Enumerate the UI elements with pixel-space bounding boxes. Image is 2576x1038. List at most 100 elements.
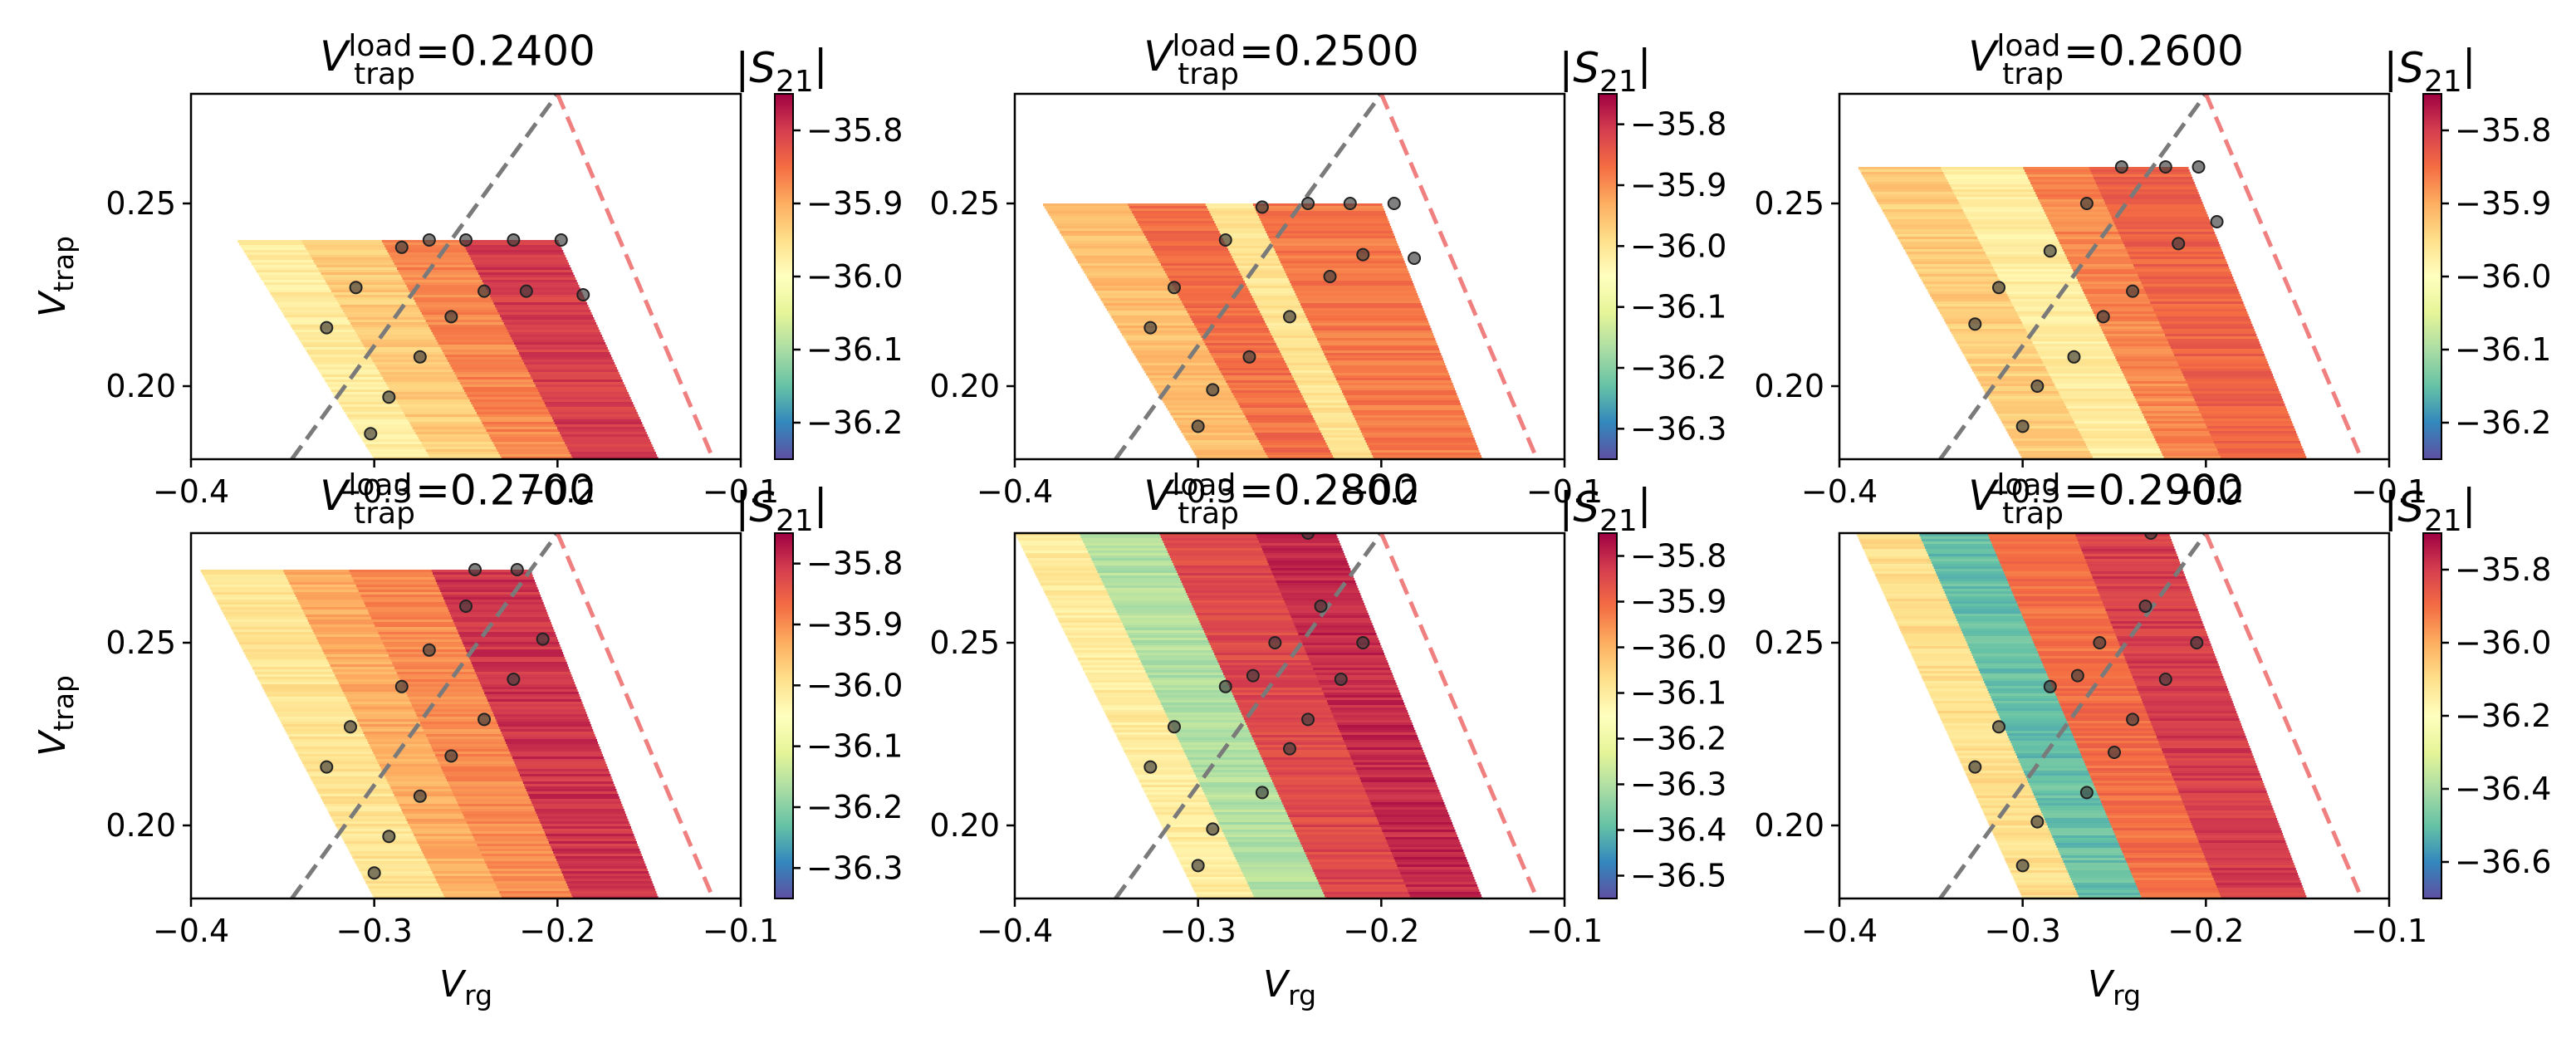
heatmap-strip bbox=[1326, 358, 1443, 361]
data-point bbox=[422, 643, 436, 657]
heatmap-strip bbox=[2107, 614, 2201, 617]
heatmap-strip bbox=[2004, 426, 2078, 429]
heatmap-strip bbox=[327, 659, 392, 663]
heatmap-strip bbox=[1251, 735, 1343, 738]
heatmap-strip bbox=[1183, 435, 1257, 438]
heatmap-strip bbox=[1408, 889, 1480, 893]
heatmap-strip bbox=[531, 801, 622, 805]
heatmap-strip bbox=[536, 811, 625, 815]
heatmap-strip bbox=[2116, 636, 2209, 639]
heatmap-strip bbox=[1159, 700, 1237, 703]
data-point bbox=[477, 284, 492, 298]
heatmap-strip bbox=[1178, 857, 1237, 860]
heatmap-strip bbox=[1186, 874, 1245, 878]
heatmap-strip bbox=[1940, 311, 2018, 315]
heatmap-strip bbox=[1166, 835, 1226, 838]
heatmap-strip bbox=[1922, 676, 1983, 679]
heatmap-strip bbox=[1163, 268, 1239, 272]
heatmap-strip bbox=[2209, 431, 2296, 434]
heatmap-strip bbox=[331, 290, 410, 293]
heatmap-strip bbox=[2197, 406, 2286, 409]
heatmap-strip bbox=[1256, 745, 1347, 748]
heatmap-strip bbox=[365, 881, 438, 884]
heatmap-strip bbox=[424, 854, 482, 857]
heatmap-strip bbox=[1918, 668, 1980, 672]
heatmap-strip bbox=[475, 409, 549, 413]
heatmap-strip bbox=[309, 622, 375, 625]
heatmap-strip bbox=[1155, 690, 1232, 693]
heatmap-strip bbox=[2110, 346, 2172, 350]
heatmap-strip bbox=[333, 672, 398, 675]
heatmap-strip bbox=[370, 355, 446, 358]
heatmap-strip bbox=[1096, 291, 1177, 294]
heatmap-strip bbox=[556, 424, 644, 428]
heatmap-strip bbox=[409, 422, 483, 425]
heatmap-strip bbox=[2084, 761, 2167, 764]
heatmap-strip bbox=[316, 637, 381, 640]
heatmap-strip bbox=[1280, 590, 1360, 594]
heatmap-strip bbox=[2103, 199, 2202, 203]
heatmap-strip bbox=[1169, 720, 1246, 723]
heatmap-strip bbox=[2001, 421, 2075, 424]
heatmap-strip bbox=[2108, 344, 2171, 347]
heatmap-strip bbox=[1908, 257, 1989, 260]
heatmap-strip bbox=[2079, 431, 2152, 434]
heatmap-strip bbox=[1133, 213, 1212, 217]
heatmap-strip bbox=[1268, 236, 1395, 239]
heatmap-strip bbox=[2218, 451, 2304, 454]
heatmap-strip bbox=[2079, 544, 2174, 547]
guide-line-gray bbox=[1114, 533, 1383, 898]
heatmap-strip bbox=[287, 734, 365, 737]
heatmap-strip bbox=[2061, 396, 2136, 399]
heatmap-strip bbox=[2163, 753, 2253, 756]
heatmap-strip bbox=[330, 287, 409, 291]
heatmap-strip bbox=[1121, 620, 1200, 624]
heatmap-strip bbox=[242, 247, 307, 251]
heatmap-strip bbox=[330, 664, 394, 668]
heatmap-strip bbox=[1273, 782, 1363, 786]
heatmap-strip bbox=[1258, 750, 1349, 753]
heatmap-strip bbox=[2059, 703, 2144, 707]
heatmap-strip bbox=[1980, 242, 2060, 245]
heatmap-strip bbox=[435, 337, 512, 340]
heatmap-strip bbox=[2191, 391, 2280, 394]
colorbar-tick-label: −35.9 bbox=[1630, 584, 1726, 620]
heatmap-strip bbox=[507, 744, 600, 747]
heatmap-strip bbox=[1886, 217, 1968, 220]
heatmap-strip bbox=[1144, 233, 1222, 237]
heatmap-strip bbox=[1288, 815, 1377, 818]
heatmap-strip bbox=[1992, 830, 2051, 834]
heatmap-strip bbox=[1219, 825, 1294, 828]
heatmap-strip bbox=[476, 841, 550, 845]
heatmap-strip bbox=[1948, 182, 2031, 185]
heatmap-strip bbox=[1370, 802, 1445, 805]
heatmap-strip bbox=[1135, 355, 1213, 359]
heatmap-strip bbox=[2078, 746, 2162, 749]
heatmap-strip bbox=[1996, 272, 2075, 275]
heatmap-strip bbox=[2106, 204, 2204, 208]
heatmap-strip bbox=[1334, 717, 1411, 721]
heatmap-strip bbox=[1976, 663, 2044, 667]
heatmap-strip bbox=[1216, 817, 1290, 820]
heatmap-strip bbox=[340, 684, 404, 688]
heatmap-strip bbox=[1206, 635, 1300, 639]
heatmap-strip bbox=[2204, 421, 2293, 424]
heatmap-strip bbox=[2134, 880, 2216, 884]
heatmap-strip bbox=[1128, 343, 1206, 346]
heatmap-strip bbox=[532, 379, 623, 383]
data-point bbox=[477, 712, 492, 727]
heatmap-strip bbox=[1913, 659, 1976, 662]
heatmap-strip bbox=[310, 624, 375, 628]
heatmap-strip bbox=[1888, 601, 1950, 605]
heatmap-strip bbox=[2090, 776, 2173, 779]
heatmap-strip bbox=[2115, 634, 2208, 637]
heatmap-strip bbox=[570, 891, 657, 894]
heatmap-strip bbox=[366, 607, 448, 610]
heatmap-strip bbox=[2111, 825, 2193, 829]
data-point bbox=[1191, 859, 1205, 873]
heatmap-strip bbox=[1242, 872, 1315, 875]
heatmap-strip bbox=[1937, 576, 2007, 580]
heatmap-strip bbox=[2012, 591, 2099, 595]
colorbar-tick-label: −35.8 bbox=[2455, 112, 2551, 149]
heatmap-strip bbox=[250, 260, 315, 263]
